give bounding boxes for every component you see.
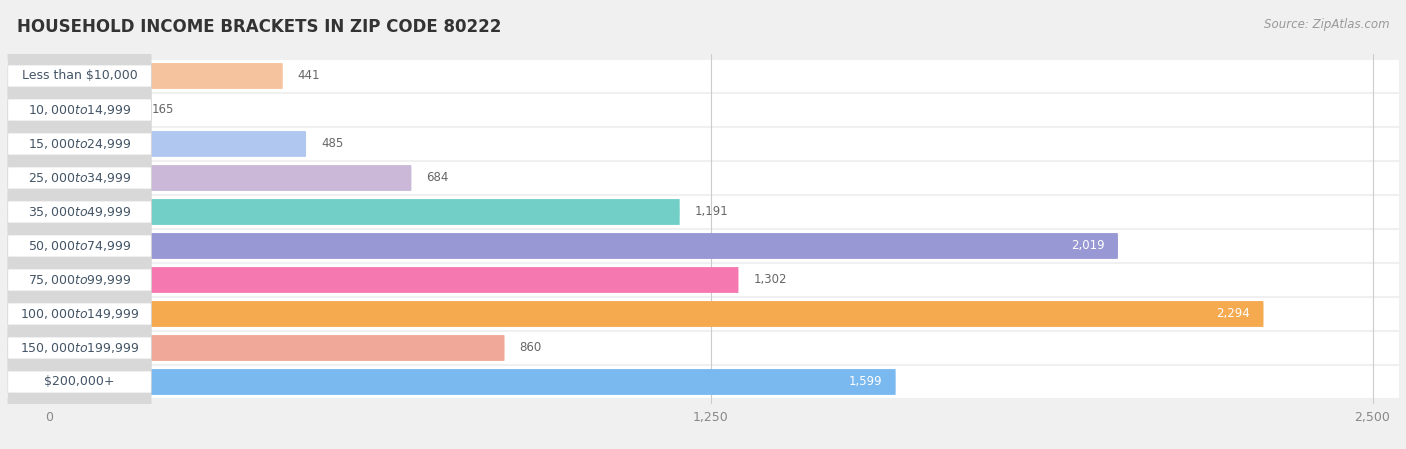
Text: $35,000 to $49,999: $35,000 to $49,999 <box>28 205 131 219</box>
Text: HOUSEHOLD INCOME BRACKETS IN ZIP CODE 80222: HOUSEHOLD INCOME BRACKETS IN ZIP CODE 80… <box>17 18 502 36</box>
FancyBboxPatch shape <box>8 133 150 154</box>
Text: $100,000 to $149,999: $100,000 to $149,999 <box>20 307 139 321</box>
FancyBboxPatch shape <box>8 99 150 121</box>
Text: $150,000 to $199,999: $150,000 to $199,999 <box>20 341 139 355</box>
FancyBboxPatch shape <box>7 230 1399 262</box>
FancyBboxPatch shape <box>7 366 1399 398</box>
FancyBboxPatch shape <box>7 128 1399 160</box>
FancyBboxPatch shape <box>7 66 152 154</box>
Text: $50,000 to $74,999: $50,000 to $74,999 <box>28 239 131 253</box>
Text: $15,000 to $24,999: $15,000 to $24,999 <box>28 137 131 151</box>
FancyBboxPatch shape <box>7 235 152 325</box>
FancyBboxPatch shape <box>8 66 150 87</box>
Text: $25,000 to $34,999: $25,000 to $34,999 <box>28 171 131 185</box>
FancyBboxPatch shape <box>49 233 1118 259</box>
Text: $10,000 to $14,999: $10,000 to $14,999 <box>28 103 131 117</box>
FancyBboxPatch shape <box>8 371 150 392</box>
Text: 485: 485 <box>321 137 343 150</box>
FancyBboxPatch shape <box>7 162 1399 194</box>
FancyBboxPatch shape <box>7 298 1399 330</box>
Text: $75,000 to $99,999: $75,000 to $99,999 <box>28 273 131 287</box>
FancyBboxPatch shape <box>49 199 679 225</box>
FancyBboxPatch shape <box>8 269 150 291</box>
Text: 1,191: 1,191 <box>695 206 728 219</box>
Text: 684: 684 <box>426 172 449 185</box>
Text: Source: ZipAtlas.com: Source: ZipAtlas.com <box>1264 18 1389 31</box>
FancyBboxPatch shape <box>7 31 152 121</box>
FancyBboxPatch shape <box>8 337 150 359</box>
FancyBboxPatch shape <box>7 337 152 427</box>
Text: 441: 441 <box>298 70 321 83</box>
FancyBboxPatch shape <box>8 235 150 257</box>
FancyBboxPatch shape <box>7 196 1399 228</box>
FancyBboxPatch shape <box>49 63 283 89</box>
FancyBboxPatch shape <box>49 335 505 361</box>
Text: 2,019: 2,019 <box>1071 239 1105 252</box>
FancyBboxPatch shape <box>49 301 1264 327</box>
Text: 2,294: 2,294 <box>1216 308 1250 321</box>
Text: 1,302: 1,302 <box>754 273 787 286</box>
Text: 165: 165 <box>152 103 174 116</box>
FancyBboxPatch shape <box>49 267 738 293</box>
FancyBboxPatch shape <box>7 133 152 223</box>
FancyBboxPatch shape <box>7 60 1399 92</box>
FancyBboxPatch shape <box>49 165 412 191</box>
Text: Less than $10,000: Less than $10,000 <box>21 70 138 83</box>
FancyBboxPatch shape <box>7 94 1399 126</box>
Text: $200,000+: $200,000+ <box>44 375 115 388</box>
FancyBboxPatch shape <box>7 304 152 392</box>
FancyBboxPatch shape <box>7 99 152 189</box>
FancyBboxPatch shape <box>7 264 1399 296</box>
FancyBboxPatch shape <box>49 131 307 157</box>
FancyBboxPatch shape <box>49 97 136 123</box>
FancyBboxPatch shape <box>7 167 152 257</box>
FancyBboxPatch shape <box>7 332 1399 364</box>
Text: 1,599: 1,599 <box>849 375 883 388</box>
FancyBboxPatch shape <box>49 369 896 395</box>
FancyBboxPatch shape <box>8 167 150 189</box>
Text: 860: 860 <box>519 342 541 355</box>
FancyBboxPatch shape <box>7 269 152 359</box>
FancyBboxPatch shape <box>8 304 150 325</box>
FancyBboxPatch shape <box>7 201 152 291</box>
FancyBboxPatch shape <box>8 201 150 223</box>
